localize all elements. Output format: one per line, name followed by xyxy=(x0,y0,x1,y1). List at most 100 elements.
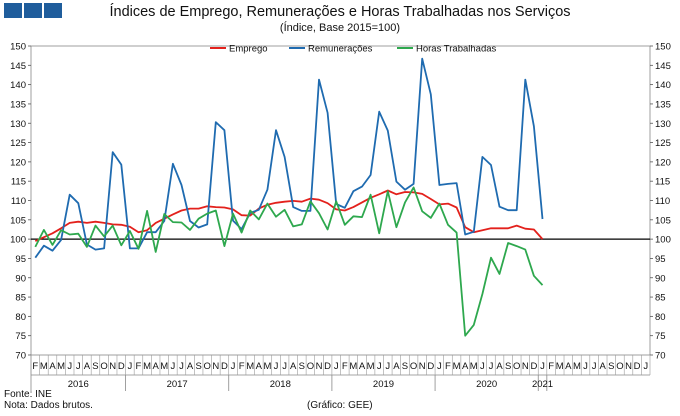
month-label: N xyxy=(419,361,426,372)
logo-block xyxy=(24,3,42,18)
month-label: J xyxy=(385,361,390,372)
month-label: F xyxy=(445,361,451,372)
month-label: M xyxy=(263,361,271,372)
plot-frame xyxy=(30,45,651,356)
month-label: N xyxy=(109,361,116,372)
y-tick-label-right: 150 xyxy=(655,42,671,53)
month-label: M xyxy=(556,361,564,372)
y-tick-label-right: 80 xyxy=(655,312,666,323)
month-label: A xyxy=(565,361,572,372)
month-label: M xyxy=(57,361,65,372)
month-label: D xyxy=(531,361,538,372)
y-tick-label-left: 105 xyxy=(10,215,26,226)
month-label: J xyxy=(583,361,588,372)
month-label: A xyxy=(600,361,607,372)
month-label: O xyxy=(307,361,314,372)
y-tick-label-right: 95 xyxy=(655,254,666,265)
month-label: F xyxy=(32,361,38,372)
month-label: J xyxy=(274,361,279,372)
month-label: A xyxy=(359,361,366,372)
month-label: A xyxy=(49,361,56,372)
y-tick-label-left: 130 xyxy=(10,119,26,130)
month-label: M xyxy=(470,361,478,372)
y-tick-label-left: 120 xyxy=(10,157,26,168)
y-tick-label-left: 90 xyxy=(15,273,26,284)
month-label: A xyxy=(84,361,91,372)
y-tick-label-right: 125 xyxy=(655,138,671,149)
month-label: S xyxy=(195,361,201,372)
year-label: 2018 xyxy=(270,379,291,390)
y-tick-label-left: 85 xyxy=(15,293,26,304)
month-label: D xyxy=(324,361,331,372)
y-tick-label-right: 115 xyxy=(655,177,670,188)
month-label: D xyxy=(221,361,228,372)
chart-title: Índices de Emprego, Remunerações e Horas… xyxy=(109,4,571,20)
y-tick-label-right: 100 xyxy=(655,235,671,246)
year-label: 2021 xyxy=(532,379,553,390)
month-label: A xyxy=(256,361,263,372)
month-label: M xyxy=(573,361,581,372)
month-label: D xyxy=(118,361,125,372)
y-tick-label-left: 145 xyxy=(10,61,26,72)
legend-label: Emprego xyxy=(229,44,268,55)
y-tick-label-left: 110 xyxy=(11,196,26,207)
month-label: J xyxy=(592,361,597,372)
y-tick-label-right: 120 xyxy=(655,157,671,168)
logo-block xyxy=(4,3,22,18)
y-tick-label-left: 125 xyxy=(10,138,26,149)
logo-block xyxy=(44,3,62,18)
month-label: O xyxy=(204,361,211,372)
month-label: J xyxy=(489,361,494,372)
month-label: J xyxy=(231,361,236,372)
y-tick-label-right: 135 xyxy=(655,99,671,110)
month-label: S xyxy=(92,361,98,372)
month-label: J xyxy=(76,361,81,372)
y-tick-label-right: 130 xyxy=(655,119,671,130)
y-tick-label-right: 140 xyxy=(655,80,671,91)
month-label: O xyxy=(513,361,520,372)
month-label: N xyxy=(212,361,219,372)
month-label: A xyxy=(496,361,503,372)
month-label: D xyxy=(427,361,434,372)
month-label: F xyxy=(548,361,554,372)
y-tick-label-right: 105 xyxy=(655,215,671,226)
month-label: M xyxy=(367,361,375,372)
month-label: J xyxy=(170,361,175,372)
series-line-2 xyxy=(34,186,544,337)
month-label: J xyxy=(179,361,184,372)
month-label: F xyxy=(136,361,142,372)
month-label: M xyxy=(160,361,168,372)
month-label: J xyxy=(480,361,485,372)
legend-label: Horas Trabalhadas xyxy=(416,44,497,55)
month-label: O xyxy=(616,361,623,372)
month-label: J xyxy=(643,361,648,372)
month-label: O xyxy=(410,361,417,372)
chart-subtitle: (Índice, Base 2015=100) xyxy=(279,22,401,34)
month-label: F xyxy=(342,361,348,372)
chart-credit: (Gráfico: GEE) xyxy=(307,400,373,411)
month-label: N xyxy=(625,361,632,372)
month-label: A xyxy=(462,361,469,372)
series-line-0 xyxy=(34,189,544,242)
month-label: N xyxy=(522,361,529,372)
y-tick-label-left: 80 xyxy=(15,312,26,323)
y-tick-label-left: 150 xyxy=(10,42,26,53)
y-tick-label-right: 75 xyxy=(655,331,666,342)
y-tick-label-left: 95 xyxy=(15,254,26,265)
month-label: M xyxy=(246,361,254,372)
month-label: N xyxy=(316,361,323,372)
month-label: J xyxy=(334,361,339,372)
y-tick-label-right: 110 xyxy=(655,196,670,207)
data-note: Nota: Dados brutos. xyxy=(4,400,93,411)
month-label: J xyxy=(377,361,382,372)
month-label: M xyxy=(40,361,48,372)
legend-label: Remunerações xyxy=(308,44,373,55)
month-label: A xyxy=(393,361,400,372)
year-label: 2016 xyxy=(68,379,89,390)
y-tick-label-right: 85 xyxy=(655,293,666,304)
y-tick-label-right: 70 xyxy=(655,351,666,362)
y-tick-label-left: 135 xyxy=(10,99,26,110)
month-label: M xyxy=(453,361,461,372)
year-label: 2017 xyxy=(167,379,188,390)
month-label: O xyxy=(100,361,107,372)
